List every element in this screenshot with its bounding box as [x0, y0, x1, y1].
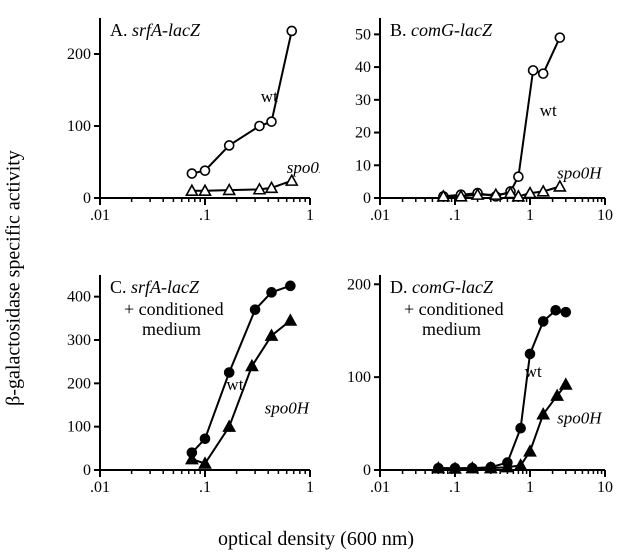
svg-text:50: 50 — [355, 26, 371, 43]
series-wt-marker — [286, 281, 295, 290]
series-wt-marker — [267, 288, 276, 297]
series-spo0H-label: spo0H — [557, 409, 603, 428]
svg-text:0: 0 — [83, 462, 91, 479]
svg-text:10: 10 — [355, 157, 371, 174]
series-spo0H-line — [438, 385, 565, 469]
series-wt-marker — [287, 26, 296, 35]
y-axis-label: β-galactosidase specific activity — [3, 150, 26, 406]
svg-text:1: 1 — [526, 207, 534, 224]
svg-text:.1: .1 — [449, 207, 461, 224]
series-wt-marker — [187, 169, 196, 178]
panel-C-subtitle-1: + conditioned — [124, 299, 224, 319]
panel-B-title: B. comG-lacZ — [390, 20, 493, 40]
panel-C: 0 100 200 300 400 .01 .1 1 wt spo0H C. srfA-lacZ+ … — [60, 265, 320, 505]
series-wt-label: wt — [261, 87, 278, 106]
panel-C-subtitle-2: medium — [142, 319, 201, 339]
svg-text:.01: .01 — [90, 479, 110, 496]
series-wt-marker — [201, 166, 210, 175]
svg-text:1: 1 — [306, 479, 314, 496]
panel-B-svg: 0 10 20 30 40 50 .01 .1 1 10 wt spo0H B. comG-lacZ — [340, 8, 615, 233]
svg-text:0: 0 — [83, 190, 91, 207]
panel-D: 0 100 200 .01 .1 1 10 wt spo0H D. comG-lacZ+ cond… — [340, 265, 615, 505]
panel-A-title: A. srfA-lacZ — [110, 20, 201, 40]
svg-text:100: 100 — [67, 118, 91, 135]
svg-text:400: 400 — [67, 289, 91, 306]
svg-text:.1: .1 — [199, 479, 211, 496]
panel-A-svg: 0 100 200 .01 .1 1 wt spo0H A. srfA-lacZ — [60, 8, 320, 233]
series-wt-marker — [526, 349, 535, 358]
series-wt-marker — [251, 305, 260, 314]
panel-D-svg: 0 100 200 .01 .1 1 10 wt spo0H D. comG-lacZ+ cond… — [340, 265, 615, 505]
series-spo0H-label: spo0H — [265, 399, 311, 418]
svg-text:100: 100 — [347, 369, 371, 386]
series-wt-marker — [529, 66, 538, 75]
figure: β-galactosidase specific activity optica… — [0, 0, 632, 555]
svg-text:300: 300 — [67, 332, 91, 349]
svg-text:1: 1 — [306, 207, 314, 224]
svg-text:100: 100 — [67, 419, 91, 436]
svg-text:200: 200 — [67, 46, 91, 63]
series-wt-marker — [516, 424, 525, 433]
panel-C-svg: 0 100 200 300 400 .01 .1 1 wt spo0H C. srfA-lacZ+ … — [60, 265, 320, 505]
series-spo0H-marker — [525, 446, 536, 456]
panel-D-subtitle-1: + conditioned — [404, 299, 504, 319]
series-wt-marker — [551, 306, 560, 315]
series-wt-marker — [201, 434, 210, 443]
svg-text:.01: .01 — [370, 207, 390, 224]
svg-text:.1: .1 — [199, 207, 211, 224]
panel-B: 0 10 20 30 40 50 .01 .1 1 10 wt spo0H B. comG-lacZ — [340, 8, 615, 233]
series-spo0H-marker — [560, 379, 571, 389]
svg-text:10: 10 — [597, 479, 613, 496]
series-wt-label: wt — [525, 362, 542, 381]
x-axis-label: optical density (600 nm) — [218, 528, 414, 551]
series-spo0H-label: spo0H — [287, 158, 320, 177]
series-wt-marker — [225, 141, 234, 150]
series-wt-marker — [255, 122, 264, 131]
series-spo0H-label: spo0H — [557, 163, 603, 182]
svg-text:20: 20 — [355, 125, 371, 142]
series-spo0H-marker — [246, 361, 257, 371]
svg-text:30: 30 — [355, 92, 371, 109]
series-wt-marker — [561, 308, 570, 317]
svg-text:0: 0 — [363, 190, 371, 207]
series-spo0H-marker — [285, 315, 296, 325]
panel-D-subtitle-2: medium — [422, 319, 481, 339]
panel-A: 0 100 200 .01 .1 1 wt spo0H A. srfA-lacZ — [60, 8, 320, 233]
svg-text:40: 40 — [355, 59, 371, 76]
svg-text:0: 0 — [363, 462, 371, 479]
series-wt-marker — [539, 317, 548, 326]
svg-text:.1: .1 — [449, 479, 461, 496]
series-wt-label: wt — [226, 375, 243, 394]
svg-text:200: 200 — [67, 375, 91, 392]
panel-D-title: D. comG-lacZ — [390, 277, 494, 297]
series-wt-marker — [539, 69, 548, 78]
svg-text:200: 200 — [347, 276, 371, 293]
series-spo0H-marker — [224, 421, 235, 431]
series-wt-marker — [555, 33, 564, 42]
series-wt-label: wt — [540, 101, 557, 120]
series-wt-marker — [514, 172, 523, 181]
svg-text:.01: .01 — [90, 207, 110, 224]
series-spo0H-marker — [554, 181, 565, 191]
svg-text:.01: .01 — [370, 479, 390, 496]
svg-text:1: 1 — [526, 479, 534, 496]
panel-C-title: C. srfA-lacZ — [110, 277, 200, 297]
svg-text:10: 10 — [597, 207, 613, 224]
series-wt-marker — [267, 117, 276, 126]
